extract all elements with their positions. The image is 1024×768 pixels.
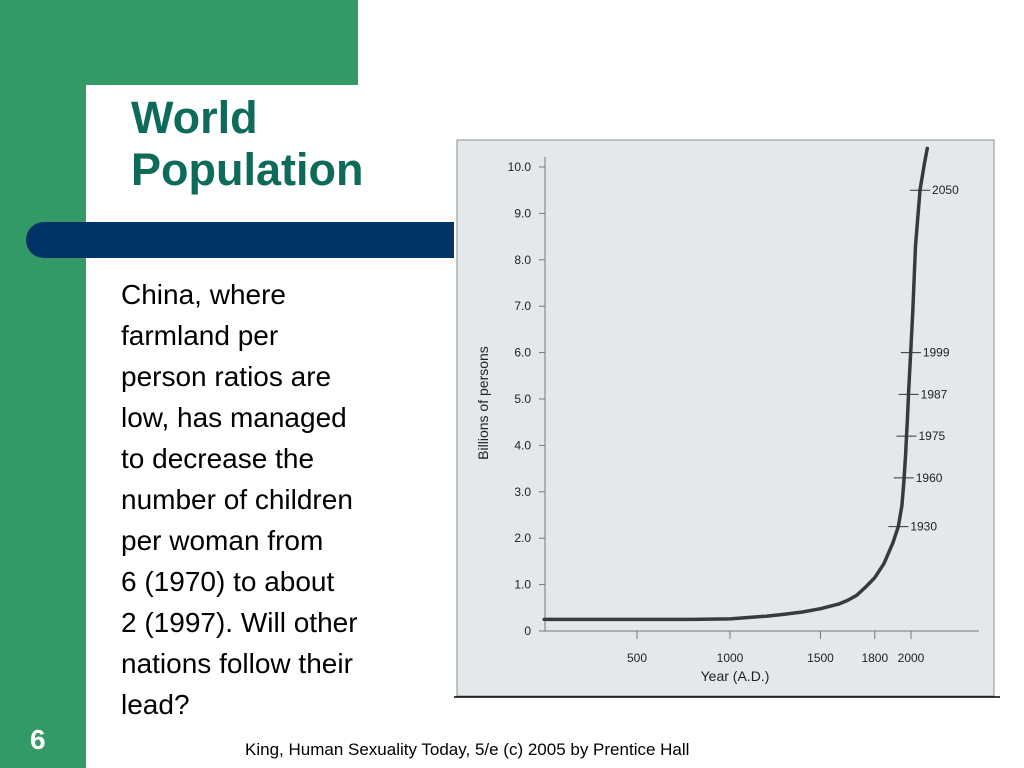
- body-line: lead?: [121, 689, 190, 720]
- chart-series: [542, 146, 930, 622]
- population-chart: 0 1.0 2.0 3.0 4.0 5.0 6.0 7.0 8.0 9.0 10.0 500 1000 1…: [454, 137, 1000, 698]
- y-tick-label: 7.0: [514, 299, 531, 313]
- y-axis-label: Billions of persons: [475, 346, 491, 460]
- y-tick-label: 6.0: [514, 346, 531, 360]
- body-line: to decrease the: [121, 443, 315, 474]
- body-line: number of children: [121, 484, 353, 515]
- y-tick-label: 8.0: [514, 253, 531, 267]
- year-marker-label: 2050: [932, 183, 959, 197]
- y-tick-label: 9.0: [514, 206, 531, 220]
- slide-title-line: Population: [131, 144, 364, 195]
- top-green-band: [0, 0, 358, 85]
- x-tick-label: 1000: [717, 651, 744, 665]
- x-tick-label: 1800: [861, 651, 888, 665]
- body-line: low, has managed: [121, 402, 347, 433]
- y-tick-label: 3.0: [514, 485, 531, 499]
- chart-plot-background: [456, 139, 995, 697]
- y-tick-label: 5.0: [514, 392, 531, 406]
- y-tick-label: 10.0: [508, 160, 532, 174]
- slide-title: World Population: [131, 92, 363, 196]
- chart-annotations: 1930 1960 1975 1987 1999 2050: [888, 183, 959, 534]
- chart-svg: 0 1.0 2.0 3.0 4.0 5.0 6.0 7.0 8.0 9.0 10.0 500 1000 1…: [454, 137, 1000, 698]
- slide-title-line: World: [131, 92, 258, 143]
- body-line: China, where: [121, 279, 286, 310]
- left-green-band: [0, 0, 86, 768]
- x-axis-label: Year (A.D.): [701, 668, 770, 684]
- year-marker-label: 1960: [916, 471, 943, 485]
- year-marker-label: 1975: [918, 429, 945, 443]
- x-tick-label: 500: [627, 651, 647, 665]
- body-line: 6 (1970) to about: [121, 566, 335, 597]
- body-line: 2 (1997). Will other: [121, 607, 358, 638]
- year-marker-label: 1999: [923, 346, 950, 360]
- y-tick-label: 0: [524, 624, 531, 638]
- chart-axes: 0 1.0 2.0 3.0 4.0 5.0 6.0 7.0 8.0 9.0 10.0 500 1000 1…: [508, 157, 979, 665]
- y-tick-label: 4.0: [514, 438, 531, 452]
- body-line: farmland per: [121, 320, 279, 351]
- title-divider-bar: [26, 222, 456, 258]
- footer-citation: King, Human Sexuality Today, 5/e (c) 200…: [245, 740, 690, 759]
- body-text: China, where farmland per person ratios …: [121, 274, 421, 725]
- x-tick-label: 2000: [898, 651, 925, 665]
- year-marker-label: 1930: [910, 520, 937, 534]
- x-tick-label: 1500: [807, 651, 834, 665]
- population-curve: [542, 146, 930, 622]
- y-tick-label: 2.0: [514, 531, 531, 545]
- year-marker-label: 1987: [921, 387, 948, 401]
- body-line: person ratios are: [121, 361, 332, 392]
- y-tick-label: 1.0: [514, 578, 531, 592]
- body-line: per woman from: [121, 525, 324, 556]
- body-line: nations follow their: [121, 648, 353, 679]
- slide-number: 6: [30, 724, 46, 755]
